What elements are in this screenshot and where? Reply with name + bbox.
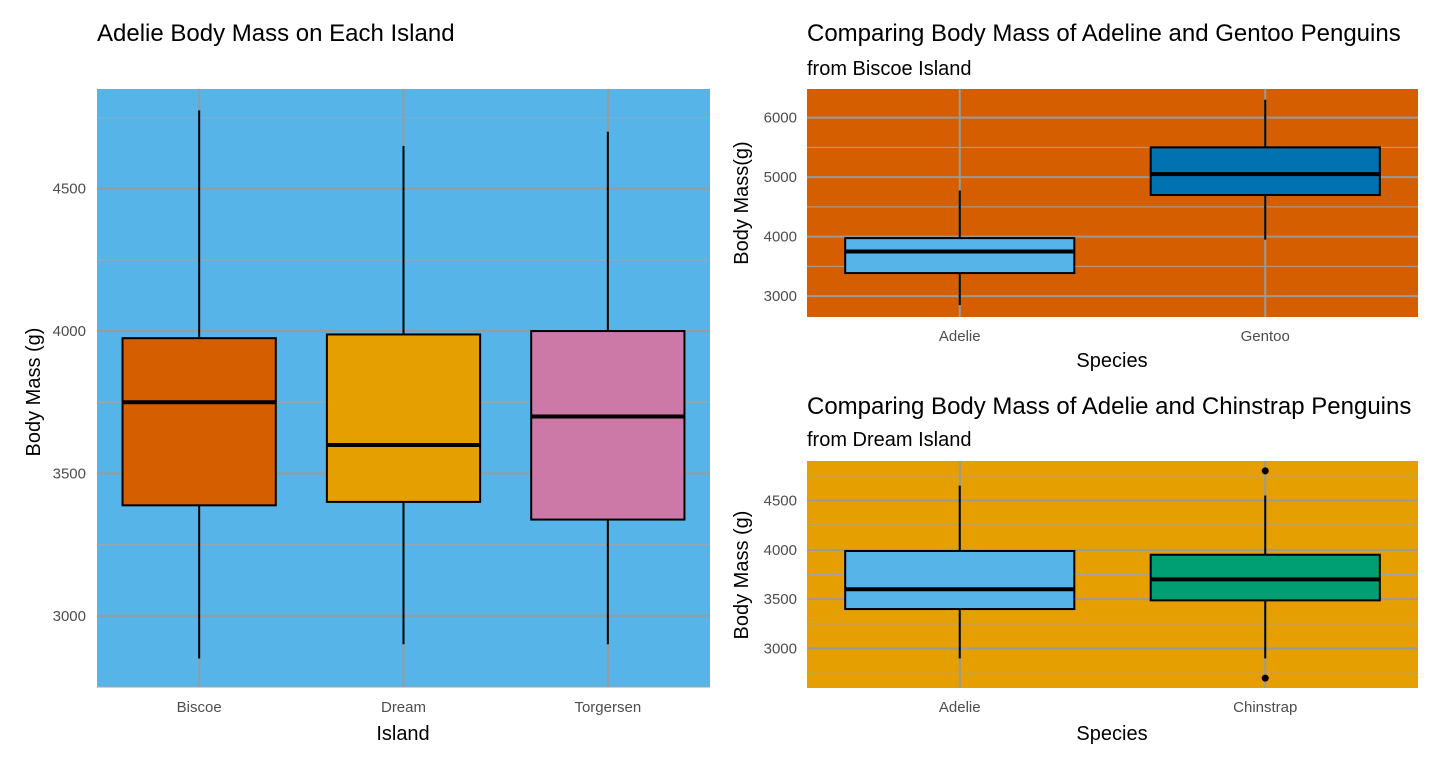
x-axis-label: Species	[1076, 350, 1147, 372]
chart-subtitle: from Biscoe Island	[807, 58, 972, 80]
y-tick-label: 4500	[53, 181, 86, 198]
y-tick-label: 5000	[764, 169, 797, 186]
y-axis-label: Body Mass (g)	[731, 511, 753, 640]
x-axis-label: Species	[1076, 723, 1147, 745]
y-tick-label: 4000	[53, 323, 86, 340]
y-tick-label: 4000	[764, 542, 797, 559]
x-tick-label: Biscoe	[177, 699, 222, 716]
plot-area	[807, 89, 1418, 317]
interquartile-box	[325, 333, 482, 503]
box-dream	[325, 145, 482, 645]
box-gentoo	[1149, 99, 1381, 240]
chart-title: Comparing Body Mass of Adeline and Gento…	[807, 20, 1401, 47]
box-adelie	[844, 485, 1076, 659]
chart-title: Adelie Body Mass on Each Island	[97, 20, 455, 47]
y-tick-label: 4000	[764, 229, 797, 246]
plot-area	[807, 461, 1418, 688]
interquartile-box	[121, 337, 277, 507]
y-tick-label: 3500	[53, 465, 86, 482]
box-torgersen	[530, 131, 686, 645]
interquartile-box	[530, 330, 686, 521]
chart-island-body-mass: Adelie Body Mass on Each Island Island B…	[23, 20, 710, 745]
y-axis-label: Body Mass(g)	[731, 141, 753, 264]
x-tick-label: Chinstrap	[1233, 699, 1297, 716]
interquartile-box	[844, 550, 1076, 611]
chart-title: Comparing Body Mass of Adelie and Chinst…	[807, 393, 1411, 420]
interquartile-box	[1149, 146, 1381, 196]
y-axis-label: Body Mass (g)	[23, 328, 45, 457]
x-tick-label: Adelie	[939, 699, 981, 716]
y-tick-label: 3000	[764, 288, 797, 305]
box-adelie	[844, 190, 1076, 306]
box-chinstrap	[1149, 467, 1381, 682]
x-axis-label: Island	[376, 723, 429, 745]
y-tick-label: 6000	[764, 110, 797, 127]
plot-area	[97, 89, 710, 688]
x-tick-label: Adelie	[939, 328, 981, 345]
x-tick-label: Gentoo	[1241, 328, 1290, 345]
outlier-point	[1261, 674, 1269, 682]
chart-dream-species-body-mass: Comparing Body Mass of Adelie and Chinst…	[731, 393, 1418, 745]
y-tick-label: 3500	[764, 591, 797, 608]
outlier-point	[1261, 467, 1269, 475]
y-tick-label: 3000	[53, 608, 86, 625]
chart-biscoe-species-body-mass: Comparing Body Mass of Adeline and Gento…	[731, 20, 1418, 372]
x-tick-label: Dream	[381, 699, 426, 716]
y-tick-label: 3000	[764, 641, 797, 658]
interquartile-box	[844, 237, 1076, 275]
box-biscoe	[121, 110, 277, 659]
x-tick-label: Torgersen	[574, 699, 641, 716]
panel-background	[807, 89, 1418, 317]
y-tick-label: 4500	[764, 492, 797, 509]
chart-subtitle: from Dream Island	[807, 429, 972, 451]
